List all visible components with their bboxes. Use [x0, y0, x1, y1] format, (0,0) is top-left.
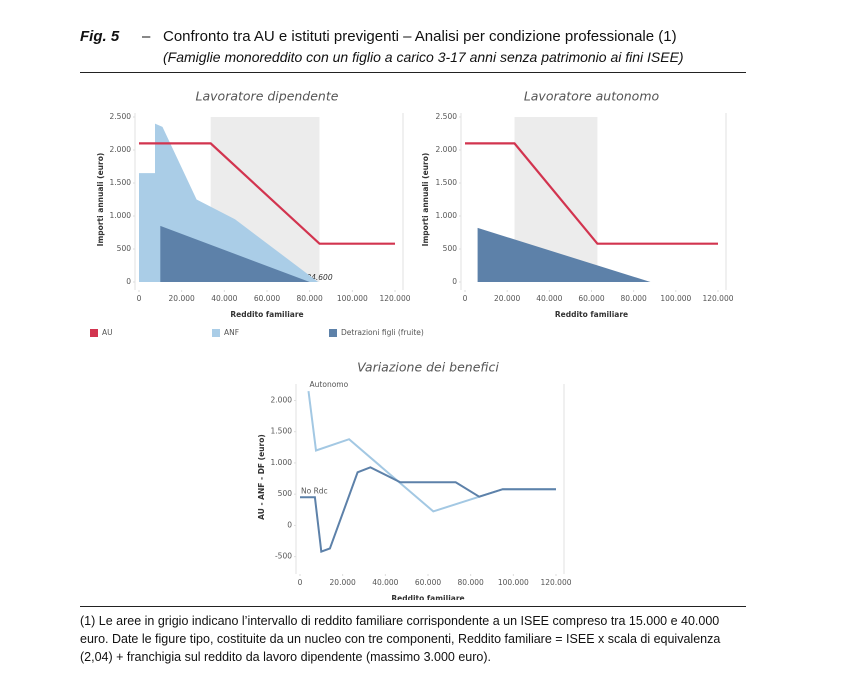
y-tick-label: 500	[443, 244, 458, 253]
y-tick-label: 1.000	[271, 458, 293, 467]
x-tick-label: 80.000	[621, 294, 647, 303]
series-label: Autonomo	[310, 380, 349, 389]
x-tick-label: 0	[137, 294, 142, 303]
x-axis-label: Reddito familiare	[230, 310, 303, 319]
x-tick-label: 0	[463, 294, 468, 303]
y-tick-label: 1.500	[110, 178, 132, 187]
y-axis-label: Importi annuali (euro)	[421, 153, 430, 247]
chart-title: Lavoratore dipendente	[196, 89, 339, 104]
figure-dash: –	[142, 28, 151, 45]
legend-swatch	[90, 329, 98, 337]
x-tick-label: 40.000	[372, 578, 398, 587]
line	[465, 142, 718, 245]
x-tick-label: 100.000	[660, 294, 691, 303]
line	[300, 466, 556, 553]
figure-subtitle: (Famiglie monoreddito con un figlio a ca…	[163, 49, 684, 65]
footnote: (1) Le aree in grigio indicano l’interva…	[80, 614, 721, 664]
y-tick-label: 2.000	[110, 145, 132, 154]
x-tick-label: 60.000	[415, 578, 441, 587]
y-tick-label: 1.000	[436, 211, 458, 220]
legend-swatch	[212, 329, 220, 337]
y-tick-label: 0	[287, 520, 292, 529]
chart-title: Variazione dei benefici	[357, 360, 499, 375]
x-tick-label: 20.000	[169, 294, 195, 303]
x-tick-label: 80.000	[458, 578, 484, 587]
y-axis-label: AU - ANF - DF (euro)	[257, 434, 266, 520]
area	[477, 227, 651, 282]
y-tick-label: 1.500	[436, 178, 458, 187]
x-tick-label: 100.000	[498, 578, 529, 587]
area	[160, 225, 310, 282]
y-tick-label: 2.500	[110, 112, 132, 121]
band-label: 84.600	[306, 273, 332, 282]
y-tick-label: 0	[452, 277, 457, 286]
y-tick-label: 0	[126, 277, 131, 286]
y-tick-label: 500	[278, 489, 293, 498]
y-tick-label: -500	[275, 552, 292, 561]
legend-swatch	[329, 329, 337, 337]
legend-label: Detrazioni figli (fruite)	[341, 328, 424, 337]
x-tick-label: 40.000	[536, 294, 562, 303]
x-tick-label: 120.000	[379, 294, 410, 303]
y-tick-label: 500	[117, 244, 132, 253]
legend-label: ANF	[224, 328, 239, 337]
charts: Lavoratore dipendente33.60084.60005001.0…	[90, 89, 734, 600]
note-rule	[80, 606, 746, 607]
figure-title: Confronto tra AU e istituti previgenti –…	[163, 28, 677, 45]
y-tick-label: 2.000	[271, 395, 293, 404]
x-tick-label: 60.000	[254, 294, 280, 303]
series-label: No Rdc	[301, 486, 328, 495]
legend-label: AU	[102, 328, 113, 337]
x-tick-label: 120.000	[702, 294, 733, 303]
x-tick-label: 100.000	[337, 294, 368, 303]
x-axis-label: Reddito familiare	[391, 594, 464, 600]
header-rule	[80, 72, 746, 73]
figure-label: Fig. 5	[80, 28, 120, 45]
x-tick-label: 120.000	[540, 578, 571, 587]
y-axis-label: Importi annuali (euro)	[96, 153, 105, 247]
x-tick-label: 80.000	[297, 294, 323, 303]
y-tick-label: 1.000	[110, 211, 132, 220]
x-tick-label: 20.000	[330, 578, 356, 587]
x-tick-label: 40.000	[211, 294, 237, 303]
x-tick-label: 20.000	[494, 294, 520, 303]
y-tick-label: 2.500	[436, 112, 458, 121]
line	[307, 390, 556, 513]
y-tick-label: 1.500	[271, 427, 293, 436]
x-axis-label: Reddito familiare	[555, 310, 628, 319]
chart-title: Lavoratore autonomo	[524, 89, 660, 104]
y-tick-label: 2.000	[436, 145, 458, 154]
x-tick-label: 0	[298, 578, 303, 587]
x-tick-label: 60.000	[578, 294, 604, 303]
line	[139, 142, 395, 245]
